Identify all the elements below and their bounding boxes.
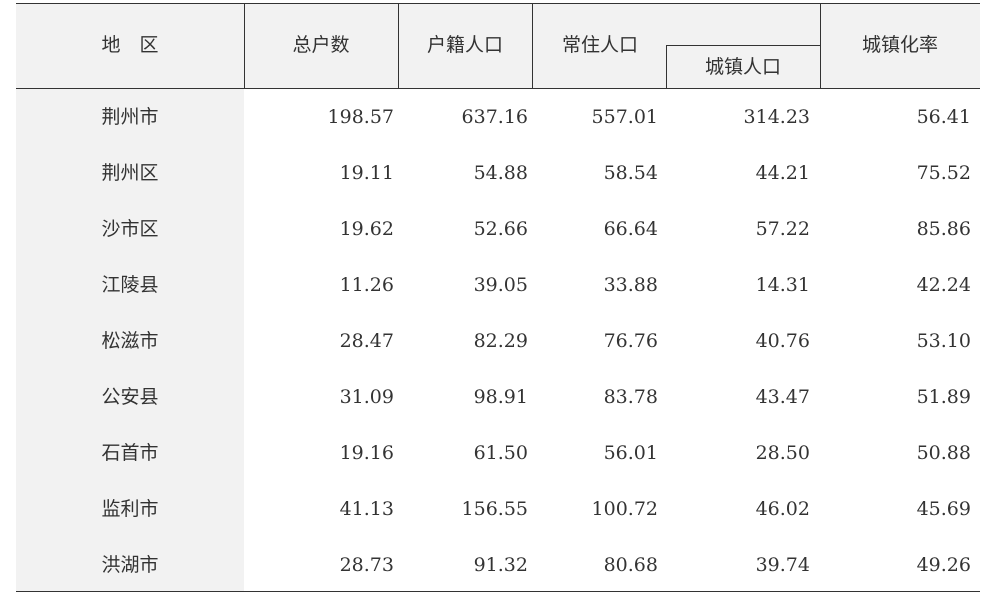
cell-urbanization-rate: 50.88 <box>916 442 971 464</box>
table-bottom-rule <box>16 591 980 592</box>
cell-registered-population: 52.66 <box>473 218 528 240</box>
cell-urban-population: 14.31 <box>755 274 810 296</box>
cell-urban-population: 44.21 <box>755 162 810 184</box>
cell-urbanization-rate: 51.89 <box>916 386 971 408</box>
cell-total-households: 19.11 <box>339 162 394 184</box>
cell-region: 监利市 <box>101 498 159 520</box>
cell-urbanization-rate: 75.52 <box>916 162 971 184</box>
cell-urbanization-rate: 49.26 <box>916 554 971 576</box>
table-row: 石首市 19.16 61.50 56.01 28.50 50.88 <box>16 425 980 481</box>
cell-urban-population: 39.74 <box>755 554 810 576</box>
header-divider <box>820 3 821 88</box>
table-row: 荆州市 198.57 637.16 557.01 314.23 56.41 <box>16 89 980 145</box>
cell-registered-population: 61.50 <box>473 442 528 464</box>
cell-total-households: 19.62 <box>339 218 394 240</box>
cell-urban-population: 314.23 <box>743 106 810 128</box>
table-row: 洪湖市 28.73 91.32 80.68 39.74 49.26 <box>16 537 980 593</box>
cell-total-households: 198.57 <box>327 106 394 128</box>
table-row: 荆州区 19.11 54.88 58.54 44.21 75.52 <box>16 145 980 201</box>
cell-resident-population: 557.01 <box>591 106 658 128</box>
cell-total-households: 11.26 <box>339 274 394 296</box>
header-divider <box>666 45 667 88</box>
cell-urban-population: 43.47 <box>755 386 810 408</box>
cell-urbanization-rate: 42.24 <box>916 274 971 296</box>
cell-resident-population: 66.64 <box>603 218 658 240</box>
cell-total-households: 41.13 <box>339 498 394 520</box>
cell-resident-population: 76.76 <box>603 330 658 352</box>
table-row: 松滋市 28.47 82.29 76.76 40.76 53.10 <box>16 313 980 369</box>
table-row: 沙市区 19.62 52.66 66.64 57.22 85.86 <box>16 201 980 257</box>
cell-total-households: 28.47 <box>339 330 394 352</box>
cell-urban-population: 40.76 <box>755 330 810 352</box>
cell-region: 荆州市 <box>101 106 159 128</box>
header-divider <box>398 3 399 88</box>
cell-region: 洪湖市 <box>101 554 159 576</box>
cell-region: 松滋市 <box>101 330 159 352</box>
cell-total-households: 28.73 <box>339 554 394 576</box>
header-resident-population: 常住人口 <box>561 34 638 56</box>
table-top-rule <box>16 3 980 4</box>
cell-resident-population: 33.88 <box>603 274 658 296</box>
cell-urbanization-rate: 56.41 <box>916 106 971 128</box>
header-total-households: 总户数 <box>292 34 350 56</box>
cell-resident-population: 83.78 <box>603 386 658 408</box>
cell-urbanization-rate: 53.10 <box>916 330 971 352</box>
cell-resident-population: 56.01 <box>603 442 658 464</box>
cell-total-households: 19.16 <box>339 442 394 464</box>
cell-urban-population: 46.02 <box>755 498 810 520</box>
table-row: 公安县 31.09 98.91 83.78 43.47 51.89 <box>16 369 980 425</box>
cell-resident-population: 80.68 <box>603 554 658 576</box>
region-column-background <box>16 89 244 591</box>
header-region: 地 区 <box>101 34 159 56</box>
table-row: 监利市 41.13 156.55 100.72 46.02 45.69 <box>16 481 980 537</box>
cell-urban-population: 28.50 <box>755 442 810 464</box>
cell-registered-population: 82.29 <box>473 330 528 352</box>
cell-region: 石首市 <box>101 442 159 464</box>
table-row: 江陵县 11.26 39.05 33.88 14.31 42.24 <box>16 257 980 313</box>
header-bottom-rule <box>16 88 980 89</box>
cell-urbanization-rate: 45.69 <box>916 498 971 520</box>
cell-region: 公安县 <box>101 386 159 408</box>
cell-registered-population: 156.55 <box>461 498 528 520</box>
header-urbanization-rate: 城镇化率 <box>861 34 938 56</box>
sub-header-rule <box>666 45 820 46</box>
header-urban-population: 城镇人口 <box>704 56 781 78</box>
cell-registered-population: 39.05 <box>473 274 528 296</box>
cell-urbanization-rate: 85.86 <box>916 218 971 240</box>
cell-region: 沙市区 <box>101 218 159 240</box>
cell-resident-population: 58.54 <box>603 162 658 184</box>
cell-registered-population: 54.88 <box>473 162 528 184</box>
cell-urban-population: 57.22 <box>755 218 810 240</box>
cell-registered-population: 91.32 <box>473 554 528 576</box>
cell-total-households: 31.09 <box>339 386 394 408</box>
cell-registered-population: 98.91 <box>473 386 528 408</box>
cell-region: 江陵县 <box>101 274 159 296</box>
header-registered-population: 户籍人口 <box>426 34 503 56</box>
header-divider <box>532 3 533 88</box>
header-divider <box>244 3 245 88</box>
cell-resident-population: 100.72 <box>591 498 658 520</box>
cell-region: 荆州区 <box>101 162 159 184</box>
cell-registered-population: 637.16 <box>461 106 528 128</box>
